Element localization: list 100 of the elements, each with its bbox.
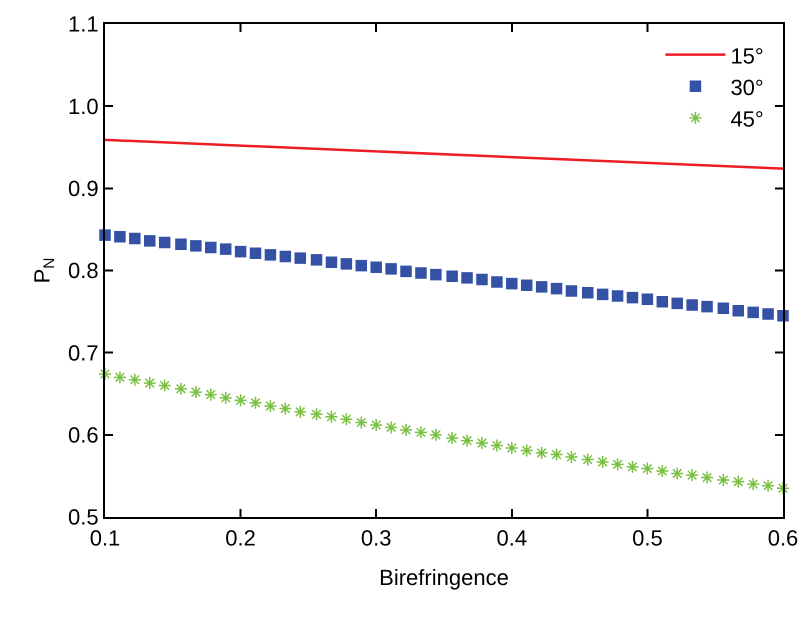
point: [144, 235, 156, 247]
x-tick-label: 0.6: [768, 525, 798, 550]
point: [129, 232, 141, 244]
point: [506, 278, 518, 290]
point: [656, 296, 668, 308]
legend-label: 15°: [730, 43, 764, 68]
point: [340, 412, 354, 426]
point: [294, 405, 308, 419]
point: [158, 236, 170, 248]
point: [400, 266, 412, 278]
point: [596, 455, 610, 469]
point: [98, 367, 112, 381]
y-tick-label: 0.7: [68, 340, 99, 366]
point: [220, 243, 232, 255]
point: [461, 272, 473, 284]
point: [701, 300, 713, 312]
point: [564, 450, 578, 464]
x-tick-label: 0.5: [632, 525, 663, 550]
point: [415, 267, 427, 279]
point: [490, 438, 504, 452]
point: [550, 448, 564, 462]
point: [746, 477, 760, 491]
point: [732, 474, 745, 488]
point: [280, 250, 292, 262]
point: [460, 434, 474, 448]
point: [580, 452, 594, 466]
point: [310, 254, 322, 266]
point: [310, 408, 324, 422]
point: [294, 252, 306, 264]
point: [732, 305, 744, 317]
point: [370, 261, 382, 273]
point: [700, 470, 714, 484]
point: [399, 423, 413, 437]
point: [414, 426, 428, 440]
point: [747, 306, 759, 318]
point: [384, 420, 398, 434]
point: [686, 299, 698, 311]
point: [642, 294, 654, 306]
x-tick-label: 0.2: [225, 525, 256, 550]
point: [189, 385, 203, 399]
point: [430, 268, 442, 280]
x-axis-title: Birefringence: [379, 564, 509, 590]
point: [205, 242, 217, 254]
point: [626, 292, 638, 304]
point: [264, 399, 278, 413]
point: [656, 464, 670, 478]
point: [248, 396, 262, 410]
point: [505, 441, 519, 455]
point: [445, 431, 459, 445]
point: [520, 444, 534, 458]
point: [596, 288, 608, 300]
point: [234, 394, 248, 408]
point: [218, 391, 232, 405]
point: [278, 402, 292, 416]
point: [582, 286, 594, 298]
legend-label: 30°: [730, 74, 764, 100]
y-tick-label: 0.9: [68, 176, 99, 202]
point: [612, 290, 624, 302]
point: [534, 446, 548, 460]
x-tick-label: 0.3: [360, 525, 392, 550]
point: [113, 370, 127, 384]
point: [264, 249, 276, 261]
point: [761, 479, 775, 493]
y-tick-label: 0.8: [68, 258, 99, 284]
point: [670, 466, 684, 480]
point: [566, 285, 578, 297]
point: [190, 240, 202, 252]
y-tick-label: 1.1: [68, 12, 99, 37]
point: [340, 258, 352, 270]
point: [143, 376, 156, 390]
point: [476, 274, 488, 286]
point: [250, 248, 262, 259]
point: [356, 260, 368, 272]
point: [491, 276, 503, 288]
point: [626, 460, 640, 474]
point: [234, 246, 246, 258]
point: [762, 308, 774, 320]
point: [324, 410, 338, 424]
point: [204, 388, 218, 402]
point: [114, 231, 126, 243]
point: [550, 282, 562, 294]
y-tick-label: 0.6: [68, 422, 99, 448]
legend-label: 45°: [730, 106, 764, 132]
point: [174, 382, 188, 396]
point: [671, 298, 683, 310]
point: [446, 270, 458, 282]
point: [536, 281, 548, 293]
point: [640, 462, 654, 476]
point: [716, 473, 730, 487]
point: [326, 256, 338, 268]
point: [776, 481, 790, 495]
point: [354, 416, 368, 430]
x-tick-label: 0.4: [496, 525, 528, 550]
point: [475, 436, 489, 450]
point: [128, 373, 142, 387]
point: [385, 263, 397, 275]
point: [429, 428, 443, 442]
point: [175, 238, 187, 250]
point: [520, 280, 532, 292]
point: [718, 302, 730, 314]
